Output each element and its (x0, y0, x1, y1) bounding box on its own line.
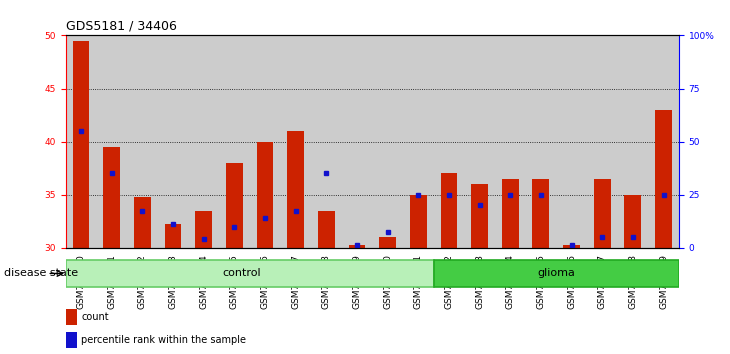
Text: disease state: disease state (4, 268, 78, 278)
Bar (188, 35, 219, 248)
Text: percentile rank within the sample: percentile rank within the sample (81, 335, 246, 346)
Bar (72, 41, 90, 248)
Bar (195, 211, 212, 248)
Bar (593, 179, 611, 248)
Bar (318, 211, 335, 248)
Bar (587, 35, 618, 248)
Bar (624, 195, 642, 248)
Bar (226, 163, 243, 248)
Bar (526, 35, 556, 248)
Bar (655, 110, 672, 248)
Bar (287, 131, 304, 248)
Bar (403, 35, 434, 248)
Bar (66, 260, 434, 287)
Bar (440, 173, 458, 248)
Bar (502, 179, 519, 248)
Bar (648, 35, 679, 248)
Bar (471, 184, 488, 248)
Bar (158, 35, 188, 248)
Bar (134, 197, 151, 248)
Bar (342, 35, 372, 248)
Bar (563, 245, 580, 248)
Bar (280, 35, 311, 248)
Text: glioma: glioma (537, 268, 575, 278)
Bar (127, 35, 158, 248)
Text: control: control (223, 268, 261, 278)
Bar (379, 237, 396, 248)
Bar (66, 35, 96, 248)
Bar (250, 35, 280, 248)
Bar (495, 35, 526, 248)
Bar (66, 309, 77, 325)
Bar (348, 245, 366, 248)
Bar (219, 35, 250, 248)
Bar (66, 332, 77, 348)
Bar (434, 35, 464, 248)
Bar (256, 142, 274, 248)
Bar (464, 35, 495, 248)
Bar (164, 224, 182, 248)
Text: count: count (81, 312, 109, 322)
Bar (618, 35, 648, 248)
Bar (96, 35, 127, 248)
Bar (372, 35, 403, 248)
Bar (556, 35, 587, 248)
Bar (434, 260, 679, 287)
Bar (532, 179, 550, 248)
Bar (410, 195, 427, 248)
Bar (103, 147, 120, 248)
Bar (311, 35, 342, 248)
Text: GDS5181 / 34406: GDS5181 / 34406 (66, 20, 177, 33)
